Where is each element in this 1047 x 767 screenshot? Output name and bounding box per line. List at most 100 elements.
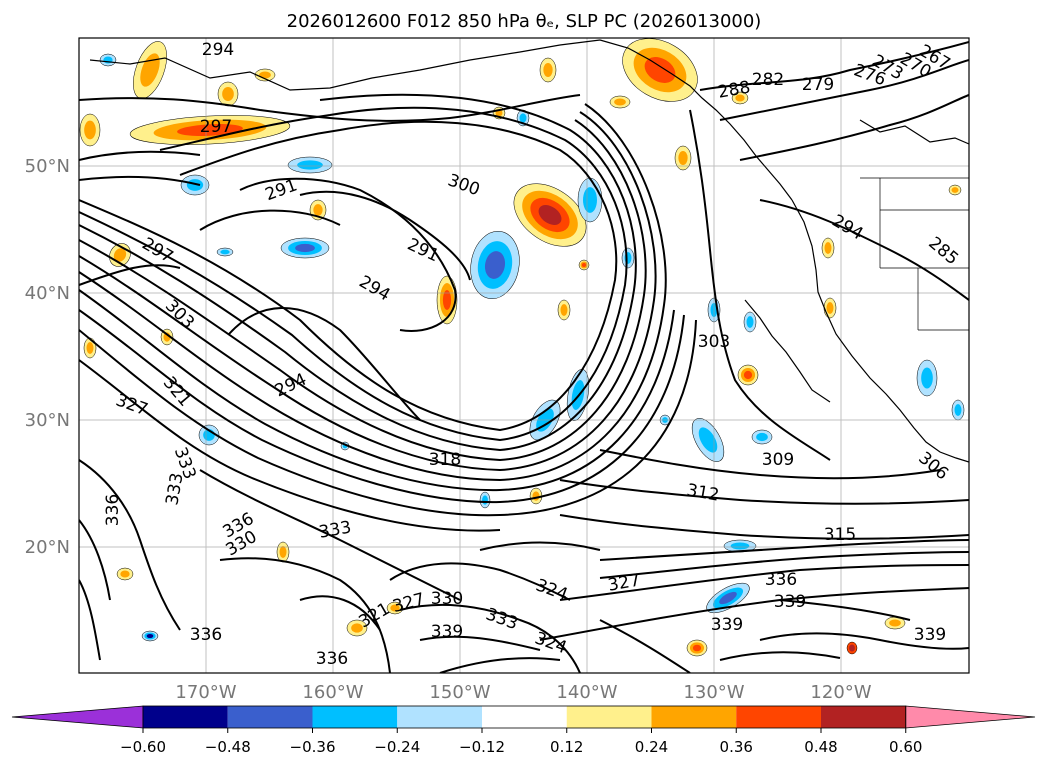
contour-line [79, 175, 201, 186]
contour-label: 339 [774, 592, 806, 612]
lat-label: 30°N [25, 410, 70, 431]
lat-label: 40°N [25, 283, 70, 304]
colorbar-tick-label: 0.60 [889, 738, 922, 756]
shaded-cell [539, 57, 557, 83]
contour-label: 309 [762, 450, 794, 470]
contour-line [599, 551, 969, 579]
contour-label: 303 [698, 332, 730, 352]
contour-label: 336 [316, 649, 348, 669]
shaded-cell [731, 91, 749, 105]
contour-line [559, 564, 969, 601]
contour-line [239, 177, 457, 332]
shaded-cell [99, 53, 117, 67]
contour-line [479, 541, 601, 551]
colorbar-tick-label: −0.60 [120, 738, 166, 756]
contour-label: 339 [711, 615, 743, 635]
contour-line [79, 103, 667, 482]
colorbar-tick-label: −0.48 [205, 738, 251, 756]
contour-line [719, 59, 969, 121]
contour-line [599, 449, 941, 480]
colorbar-segment [651, 706, 737, 728]
shaded-cell [743, 311, 757, 333]
shaded-cell [609, 95, 631, 109]
colorbar-segment [143, 706, 228, 728]
contour-line [79, 289, 675, 492]
shaded-cell [217, 81, 239, 107]
contour-line [399, 603, 581, 673]
shaded-cell [129, 115, 291, 145]
contour-line [559, 479, 969, 505]
contour-line [79, 319, 697, 517]
figure-title: 2026012600 F012 850 hPa θₑ, SLP PC (2026… [287, 11, 762, 32]
contour-line [299, 595, 381, 631]
colorbar-tick-label: 0.36 [720, 738, 753, 756]
shaded-cell [386, 601, 404, 615]
contour-line [199, 469, 461, 601]
shaded-cell [116, 567, 134, 581]
shaded-cell [916, 359, 938, 397]
lon-label: 120°W [810, 682, 871, 703]
shaded-cell [751, 429, 773, 445]
contour-line [79, 106, 628, 442]
map-frame [78, 37, 970, 674]
colorbar-segment [482, 706, 567, 728]
colorbar-tick-label: −0.24 [374, 738, 420, 756]
colorbar-outline [142, 705, 907, 729]
shaded-cell [737, 364, 759, 386]
contour-label: 318 [429, 450, 461, 470]
contour-line [439, 657, 561, 673]
contour-line [599, 619, 691, 673]
contour-label: 339 [914, 625, 946, 645]
contour-line [79, 120, 618, 432]
contour-line [219, 557, 391, 673]
colorbar-segment [736, 706, 821, 728]
lon-label: 140°W [556, 682, 617, 703]
contour-label: 315 [824, 525, 856, 545]
shaded-cell [674, 145, 692, 171]
colorbar-tick-label: 0.24 [635, 738, 668, 756]
contour-line [79, 309, 685, 504]
shaded-cell [621, 247, 635, 269]
contour-line [759, 632, 969, 650]
shaded-cell [723, 539, 757, 553]
contour-label: 279 [802, 75, 834, 95]
shaded-cell [577, 177, 603, 223]
contour-line [79, 579, 101, 661]
lat-label: 50°N [25, 156, 70, 177]
lat-label: 20°N [25, 537, 70, 558]
contour-line [389, 562, 571, 601]
colorbar-segment [227, 706, 313, 728]
colorbar-tick-label: 0.12 [550, 738, 583, 756]
shaded-cell [823, 297, 837, 319]
lon-label: 150°W [429, 682, 490, 703]
shaded-cell [216, 247, 234, 257]
contour-label: 339 [431, 622, 463, 642]
shaded-cell [141, 630, 159, 642]
contour-line [559, 514, 969, 540]
colorbar-segment [312, 706, 398, 728]
shaded-cell [346, 619, 368, 637]
colorbar-segment [821, 706, 906, 728]
shaded-cell [557, 299, 571, 321]
contour-line [779, 599, 911, 621]
colorbar-segment [397, 706, 482, 728]
shaded-cell [821, 237, 835, 259]
contour-line [689, 109, 831, 461]
contour-label: 336 [765, 570, 797, 590]
shaded-cell [513, 183, 587, 247]
shaded-cell [287, 156, 333, 174]
contour-line [599, 539, 969, 561]
contour-line [79, 93, 637, 452]
shaded-cell [180, 174, 210, 196]
shaded-cell [479, 491, 491, 509]
contour-line [79, 150, 201, 161]
shaded-cell [254, 68, 276, 82]
shaded-cell [470, 231, 520, 299]
shading-layer [79, 38, 965, 657]
contour-line [79, 359, 501, 532]
colorbar-low-extend [11, 705, 144, 729]
contour-label: 336 [103, 494, 123, 526]
shaded-cell [276, 541, 290, 563]
colorbar-tick-label: −0.36 [290, 738, 336, 756]
contour-line [699, 41, 969, 91]
